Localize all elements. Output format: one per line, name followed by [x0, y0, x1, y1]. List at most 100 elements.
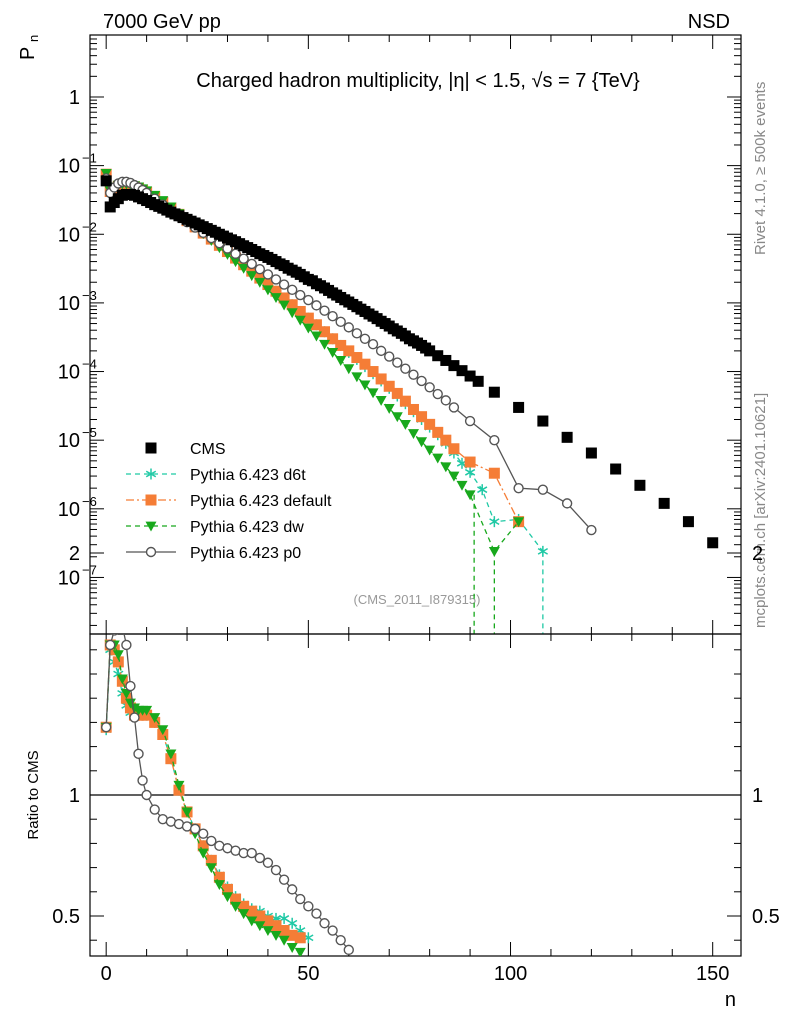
ratio-point — [105, 639, 116, 651]
ratio-point — [173, 780, 185, 791]
ratio-point — [221, 892, 233, 903]
data-point — [456, 365, 468, 377]
data-point — [513, 401, 525, 413]
data-point — [311, 300, 322, 311]
data-point — [424, 382, 435, 393]
legend-marker — [145, 546, 157, 558]
data-point — [561, 431, 573, 443]
data-point — [585, 447, 597, 459]
data-point — [456, 480, 468, 491]
ratio-plot-panel: 0.5 0.5 1 1 2 2 0 50 100 150 Ratio to CMS n — [25, 543, 780, 1011]
ratio-series-pythia-6-423-p0 — [100, 621, 354, 956]
y-tick-label: 10 — [58, 499, 80, 521]
data-point — [327, 333, 339, 345]
y-axis-label-main: P — [17, 47, 39, 60]
series-cms — [100, 175, 719, 549]
ratio-point — [118, 621, 127, 630]
data-point — [448, 471, 460, 482]
data-point — [707, 537, 719, 549]
ratio-point — [335, 935, 346, 946]
ratio-point — [286, 929, 298, 941]
y-tick-label: 1 — [69, 87, 80, 109]
data-point — [359, 358, 371, 370]
ratio-point — [294, 932, 306, 944]
y-tick-label: 10 — [58, 362, 80, 384]
data-point — [432, 426, 444, 438]
data-point — [440, 434, 452, 446]
main-axes: 110−110−210−310−410−510−610−7 — [58, 34, 741, 634]
ratio-axes: 0.5 0.5 1 1 2 2 0 50 100 150 — [52, 543, 780, 985]
data-point — [448, 402, 460, 413]
ratio-point — [149, 713, 161, 724]
data-point — [440, 462, 452, 473]
ratio-line — [105, 649, 309, 939]
data-point — [392, 357, 403, 368]
legend-item: Pythia 6.423 default — [126, 493, 332, 510]
main-plot-frame — [89, 34, 742, 635]
ratio-point — [198, 828, 209, 839]
ratio-point — [205, 854, 217, 866]
data-point — [262, 269, 274, 280]
x-tick-label: 100 — [494, 963, 527, 985]
ratio-point — [165, 749, 177, 760]
y-tick-exponent: −6 — [82, 494, 97, 509]
ratio-y-tick-label-right: 0.5 — [752, 906, 780, 928]
legend-label: Pythia 6.423 p0 — [190, 545, 301, 562]
data-point — [343, 322, 354, 333]
y-axis-label: P — [17, 47, 39, 60]
ratio-point — [133, 748, 144, 760]
ratio-series-clip — [100, 621, 354, 956]
data-point — [375, 373, 387, 385]
data-point — [335, 356, 347, 366]
legend-item: CMS — [145, 441, 226, 458]
data-point — [230, 257, 242, 268]
ratio-point — [141, 789, 152, 801]
ratio-point — [262, 857, 274, 868]
data-point — [286, 308, 298, 319]
ratio-point — [286, 884, 298, 895]
data-point — [464, 456, 476, 468]
ratio-point — [230, 901, 242, 912]
ratio-point — [246, 905, 258, 917]
data-point — [254, 263, 266, 275]
data-point — [448, 360, 460, 372]
data-point — [408, 369, 419, 380]
data-point — [464, 370, 476, 382]
ratio-point — [238, 909, 250, 920]
data-point — [230, 248, 241, 259]
legend-label: Pythia 6.423 dw — [190, 519, 304, 536]
ratio-point — [181, 807, 193, 818]
data-point — [246, 258, 257, 270]
y-tick-exponent: −3 — [82, 288, 97, 303]
ratio-y-tick-label: 1 — [69, 785, 80, 807]
legend-marker — [145, 442, 157, 454]
data-point — [383, 404, 395, 414]
data-point — [416, 437, 428, 448]
data-point — [278, 279, 290, 290]
ratio-point — [125, 680, 136, 692]
ratio-point — [189, 823, 201, 835]
ratio-y-tick-label: 0.5 — [52, 906, 80, 928]
ratio-point — [149, 804, 160, 815]
ratio-point — [121, 639, 132, 651]
data-point — [488, 386, 500, 398]
ratio-point — [278, 925, 290, 937]
ratio-point — [197, 840, 209, 852]
legend-item: Pythia 6.423 dw — [126, 519, 304, 536]
ratio-point — [213, 871, 225, 883]
data-point — [391, 412, 403, 423]
data-point — [246, 265, 258, 277]
analysis-label: (CMS_2011_I879315) — [354, 592, 481, 607]
ratio-point — [213, 880, 225, 891]
data-point — [262, 285, 274, 296]
data-point — [464, 490, 476, 501]
ratio-point — [120, 688, 132, 699]
data-point — [682, 516, 694, 528]
x-tick-label: 50 — [297, 963, 319, 985]
ratio-point — [254, 852, 266, 864]
legend-item: Pythia 6.423 p0 — [126, 545, 301, 562]
data-point — [254, 277, 266, 288]
process-label: NSD — [688, 11, 730, 33]
legend: CMS Pythia 6.423 d6t Pythia 6.423 default P… — [126, 441, 332, 562]
data-point — [407, 403, 419, 415]
